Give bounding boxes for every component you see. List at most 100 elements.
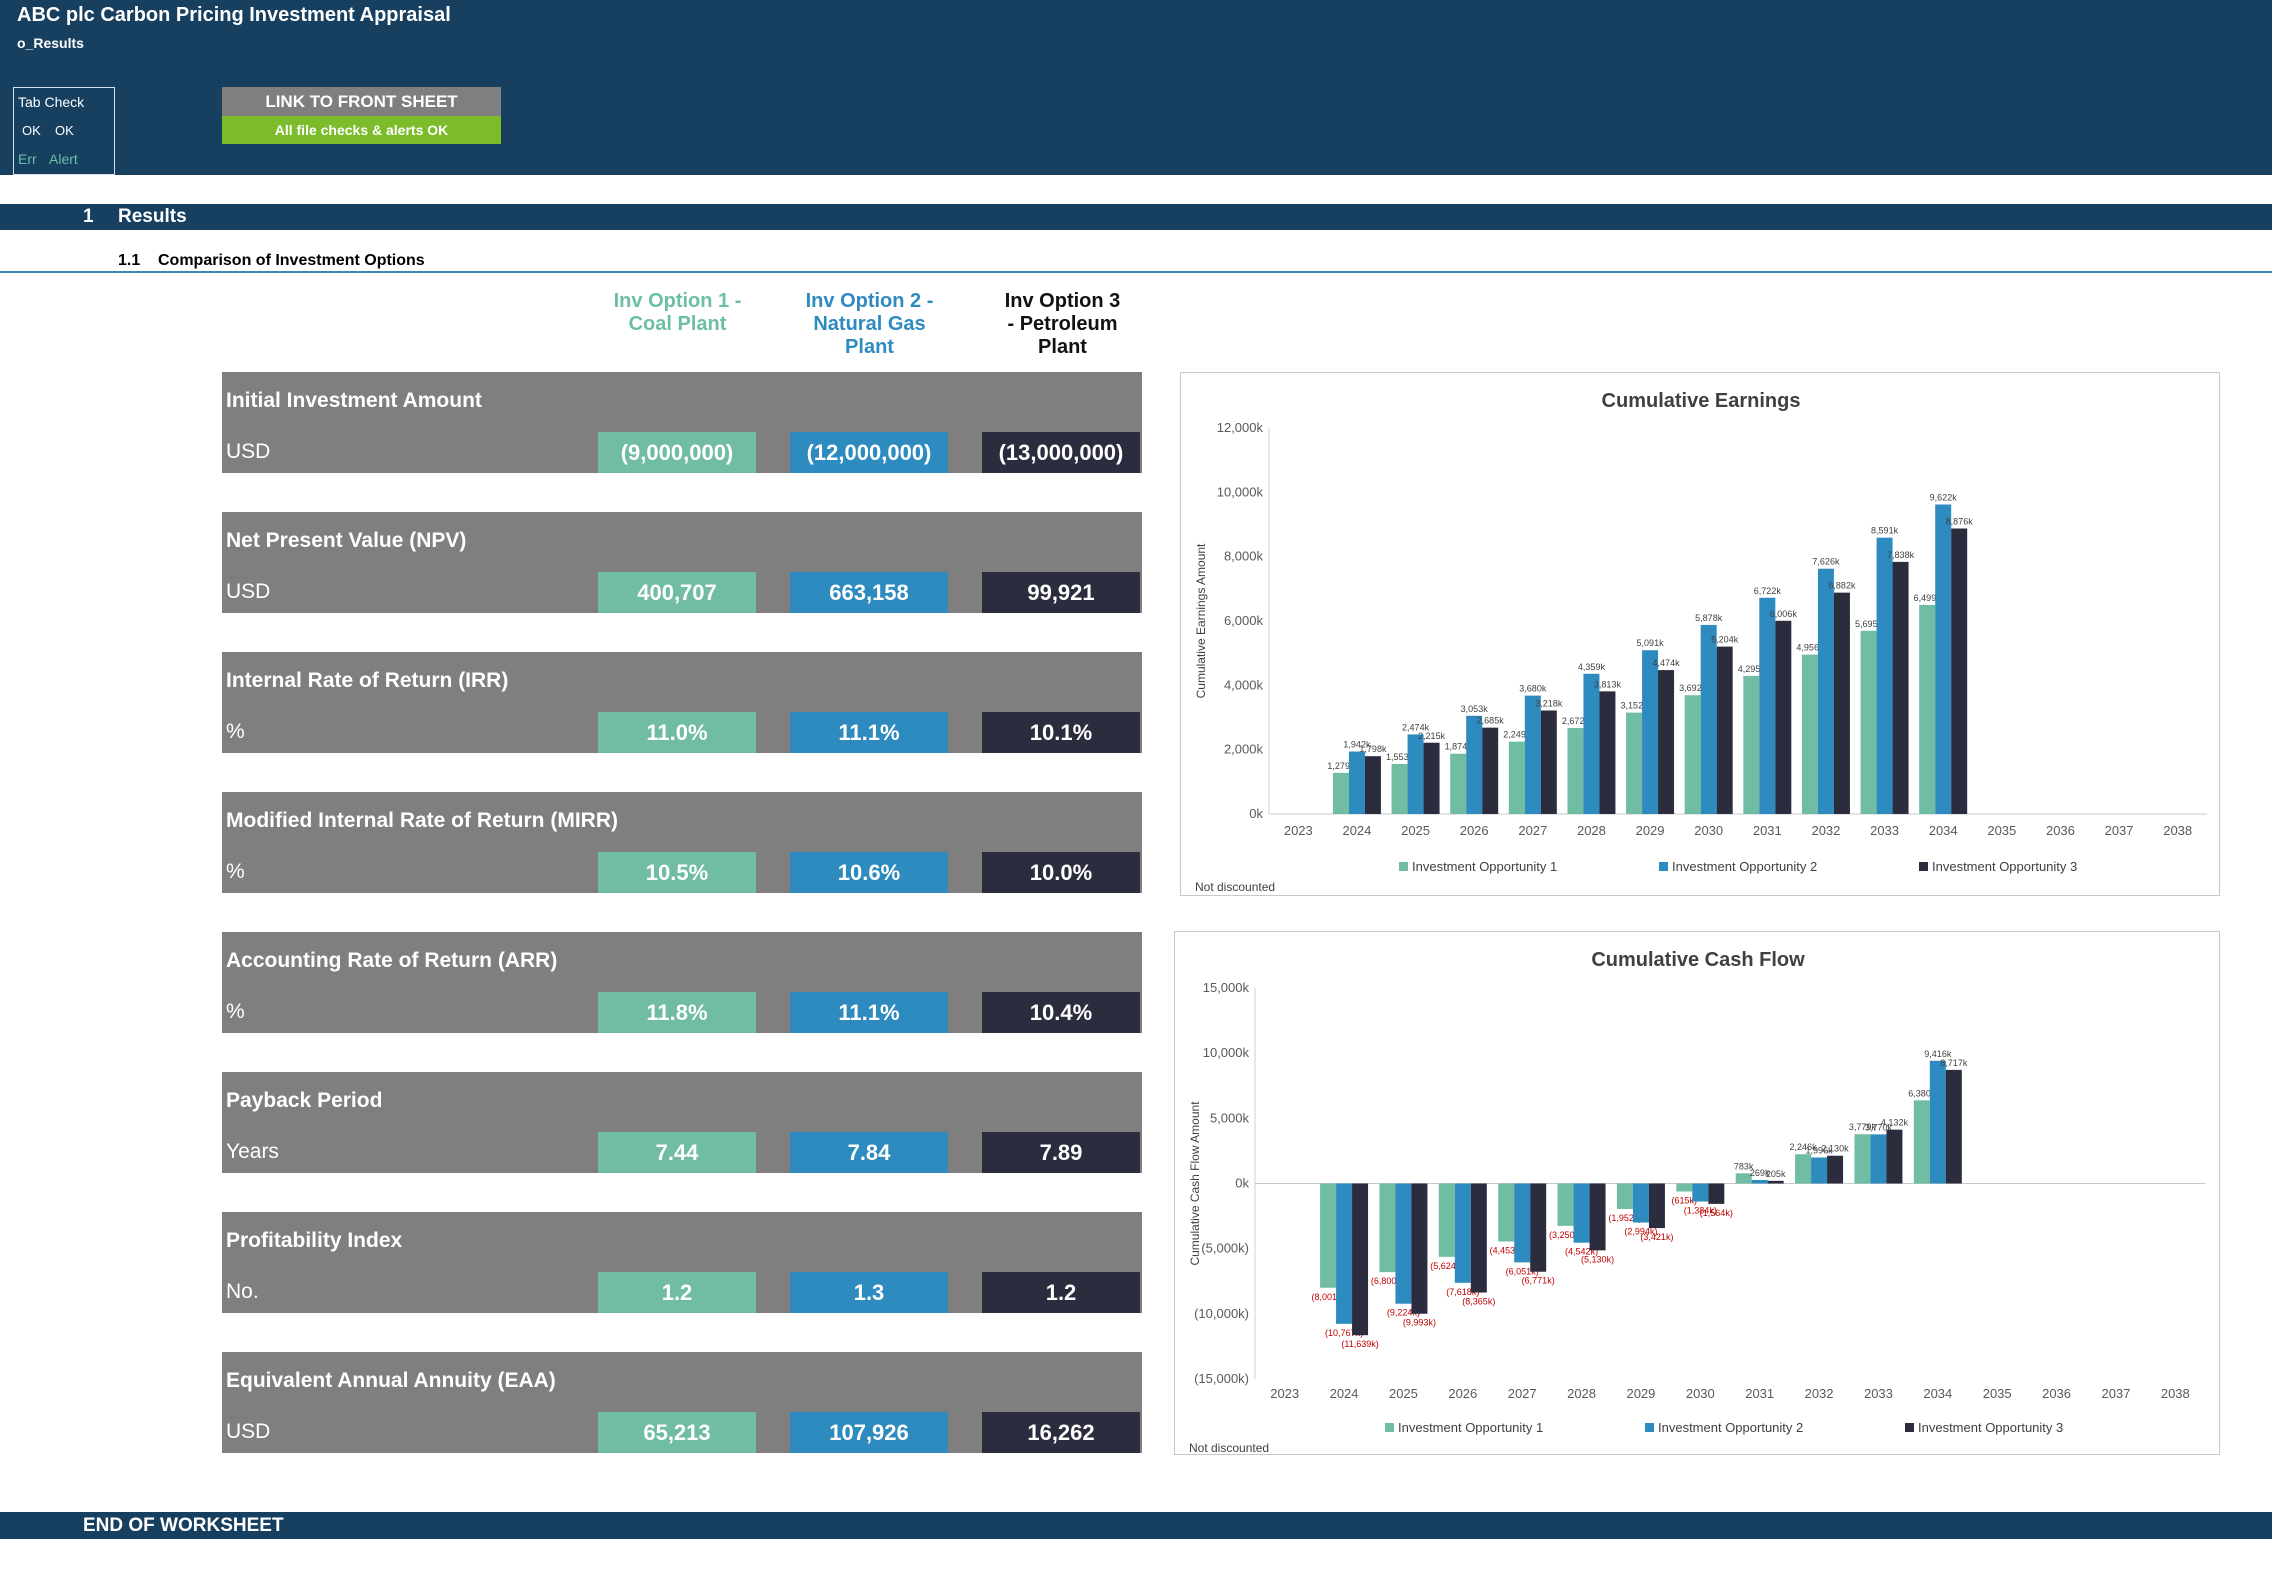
bar-1 xyxy=(1801,654,1818,814)
bar-3 xyxy=(1716,646,1733,814)
x-tick-label: 2031 xyxy=(1745,1386,1774,1401)
data-label: 3,053k xyxy=(1461,704,1489,714)
section-label: Results xyxy=(118,206,187,227)
metric-title: Accounting Rate of Return (ARR) xyxy=(226,949,558,972)
bar-3 xyxy=(1352,1183,1369,1336)
metric-unit: No. xyxy=(226,1280,259,1303)
tab-check-err: Err xyxy=(18,151,37,167)
metric-initial-investment: Initial Investment Amount USD (9,000,000… xyxy=(222,372,1142,473)
metric-title: Initial Investment Amount xyxy=(226,389,482,412)
metric-value-option-2: 7.84 xyxy=(790,1132,948,1173)
data-label: 3,692k xyxy=(1679,683,1707,693)
bar-1 xyxy=(1557,1183,1574,1226)
metric-value-option-2: 107,926 xyxy=(790,1412,948,1453)
data-label: (7,618k) xyxy=(1446,1287,1479,1297)
bar-3 xyxy=(1658,670,1675,814)
data-label: 4,132k xyxy=(1881,1118,1909,1128)
bar-3 xyxy=(1411,1183,1428,1314)
x-tick-label: 2028 xyxy=(1567,1386,1596,1401)
x-tick-label: 2036 xyxy=(2046,823,2075,838)
bar-3 xyxy=(1767,1180,1784,1184)
metric-npv: Net Present Value (NPV) USD 400,707 663,… xyxy=(222,512,1142,613)
legend-label: Investment Opportunity 2 xyxy=(1658,1420,1803,1435)
metric-irr: Internal Rate of Return (IRR) % 11.0% 11… xyxy=(222,652,1142,753)
y-tick-label: 15,000k xyxy=(1203,980,1250,995)
bar-2 xyxy=(1524,695,1541,814)
tab-check-ok-1: OK xyxy=(22,123,41,138)
data-label: (3,421k) xyxy=(1640,1232,1673,1242)
subsection-number: 1.1 xyxy=(118,252,141,269)
data-label: 2,215k xyxy=(1418,731,1446,741)
x-tick-label: 2027 xyxy=(1518,823,1547,838)
bar-3 xyxy=(1482,727,1499,814)
bar-1 xyxy=(1450,753,1467,814)
chart-footnote: Not discounted xyxy=(1195,880,1275,894)
link-to-front-sheet-button[interactable]: LINK TO FRONT SHEET xyxy=(222,87,501,116)
data-label: 6,882k xyxy=(1828,581,1856,591)
data-label: 8,717k xyxy=(1940,1058,1968,1068)
bar-2 xyxy=(1700,624,1717,814)
legend-label: Investment Opportunity 2 xyxy=(1672,859,1817,874)
data-label: 3,218k xyxy=(1535,698,1563,708)
bar-2 xyxy=(1811,1157,1828,1184)
metric-value-option-3: 7.89 xyxy=(982,1132,1140,1173)
metric-value-option-2: 11.1% xyxy=(790,712,948,753)
y-tick-label: (10,000k) xyxy=(1194,1306,1249,1321)
bar-2 xyxy=(1692,1183,1709,1202)
data-label: (5,130k) xyxy=(1581,1254,1614,1264)
x-tick-label: 2025 xyxy=(1401,823,1430,838)
bar-1 xyxy=(1735,1173,1752,1184)
x-tick-label: 2038 xyxy=(2161,1386,2190,1401)
bar-2 xyxy=(1935,504,1952,814)
x-tick-label: 2029 xyxy=(1636,823,1665,838)
data-label: (8,001k) xyxy=(1312,1292,1345,1302)
metric-profitability-index: Profitability Index No. 1.2 1.3 1.2 xyxy=(222,1212,1142,1313)
data-label: 5,204k xyxy=(1711,635,1739,645)
metric-value-option-1: (9,000,000) xyxy=(598,432,756,473)
data-label: 1,279k xyxy=(1327,761,1355,771)
bar-1 xyxy=(1860,630,1877,814)
x-tick-label: 2031 xyxy=(1753,823,1782,838)
metric-unit: USD xyxy=(226,580,271,603)
bar-3 xyxy=(1540,710,1557,814)
bar-2 xyxy=(1407,734,1424,814)
data-label: 1,942k xyxy=(1343,740,1371,750)
x-tick-label: 2035 xyxy=(1987,823,2016,838)
x-tick-label: 2034 xyxy=(1929,823,1958,838)
x-tick-label: 2025 xyxy=(1389,1386,1418,1401)
metric-value-option-3: 10.1% xyxy=(982,712,1140,753)
data-label: (2,994k) xyxy=(1624,1227,1657,1237)
bar-2 xyxy=(1573,1183,1590,1243)
metric-value-option-2: (12,000,000) xyxy=(790,432,948,473)
bar-3 xyxy=(1423,742,1440,814)
x-tick-label: 2034 xyxy=(1923,1386,1952,1401)
app-title: ABC plc Carbon Pricing Investment Apprai… xyxy=(17,4,451,26)
data-label: 4,956k xyxy=(1796,643,1824,653)
data-label: 4,359k xyxy=(1578,662,1606,672)
legend-swatch xyxy=(1399,862,1408,871)
tab-check-title: Tab Check xyxy=(18,94,85,110)
data-label: 2,672k xyxy=(1562,716,1590,726)
data-label: 3,680k xyxy=(1519,684,1547,694)
metric-eaa: Equivalent Annual Annuity (EAA) USD 65,2… xyxy=(222,1352,1142,1453)
sheet-name: o_Results xyxy=(17,35,84,51)
data-label: (1,952k) xyxy=(1608,1213,1641,1223)
metric-title: Net Present Value (NPV) xyxy=(226,529,467,552)
x-tick-label: 2023 xyxy=(1270,1386,1299,1401)
end-of-worksheet-label: END OF WORKSHEET xyxy=(83,1515,284,1536)
legend-label: Investment Opportunity 3 xyxy=(1918,1420,2063,1435)
metric-mirr: Modified Internal Rate of Return (MIRR) … xyxy=(222,792,1142,893)
data-label: (615k) xyxy=(1672,1196,1698,1206)
bar-2 xyxy=(1870,1134,1887,1184)
metric-value-option-1: 7.44 xyxy=(598,1132,756,1173)
data-label: 2,246k xyxy=(1790,1142,1818,1152)
bar-3 xyxy=(1530,1183,1547,1272)
x-tick-label: 2027 xyxy=(1508,1386,1537,1401)
metric-unit: % xyxy=(226,860,245,883)
tab-check-alert: Alert xyxy=(49,151,78,167)
cumulative-earnings-svg: Cumulative Earnings 0k 2,000k 4,000k 6,000k 8… xyxy=(1194,390,2207,894)
bar-2 xyxy=(1583,673,1600,814)
data-label: 4,295k xyxy=(1738,664,1766,674)
data-label: 6,722k xyxy=(1754,586,1782,596)
bar-3 xyxy=(1945,1069,1962,1184)
